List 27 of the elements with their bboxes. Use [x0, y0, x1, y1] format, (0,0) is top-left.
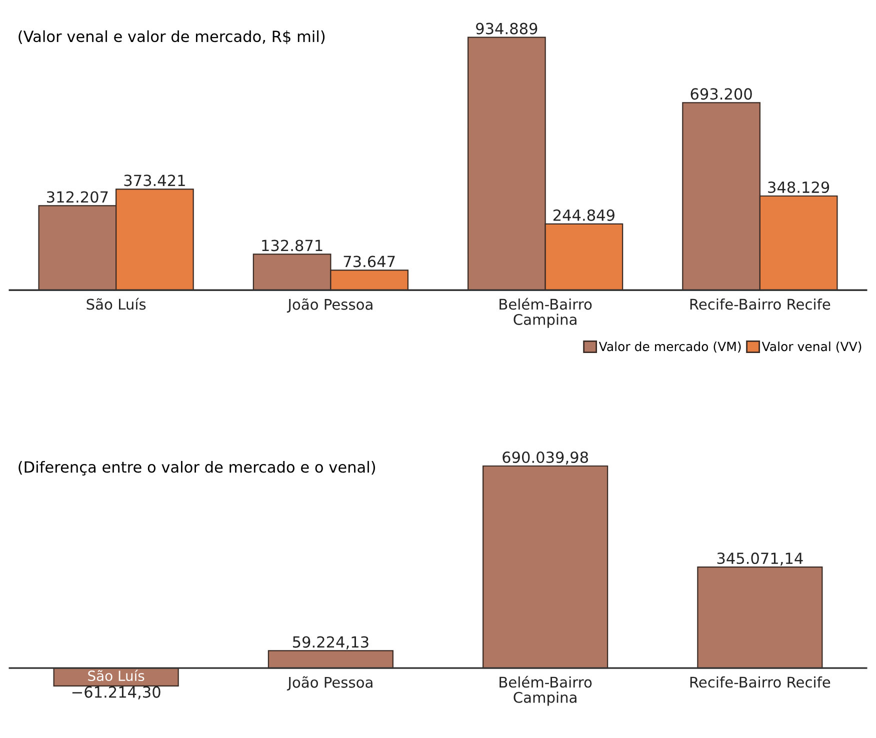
data-label: 345.071,14	[717, 552, 803, 566]
data-label: 73.647	[344, 256, 395, 268]
data-label: 132.871	[262, 240, 322, 252]
data-label: 373.421	[124, 174, 185, 186]
data-label: 59.224,13	[292, 636, 368, 650]
chart-subtitle: (Valor venal e valor de mercado, R$ mil)	[18, 30, 325, 44]
data-label: 934.889	[476, 22, 538, 34]
data-label: −61.214,30	[72, 686, 160, 700]
bar	[697, 566, 823, 669]
x-tick-label: São Luís	[88, 670, 144, 682]
x-tick-label: João Pessoa	[286, 676, 372, 691]
bar	[482, 465, 608, 669]
data-label: 348.129	[768, 181, 830, 194]
bar	[268, 650, 394, 669]
x-tick-label: Recife-Bairro Recife	[690, 676, 830, 688]
x-tick-label: Recife-Bairro Recife	[690, 298, 830, 310]
x-tick-label: Belém-Bairro Campina	[500, 298, 592, 328]
data-label: 690.039,98	[502, 451, 588, 465]
data-label: 312.207	[47, 191, 108, 203]
data-label: 693.200	[690, 88, 752, 100]
chart-subtitle: (Diferença entre o valor de mercado e o venal)	[18, 460, 376, 476]
x-tick-label: São Luís	[86, 298, 146, 310]
x-tick-label: João Pessoa	[286, 298, 372, 313]
legend-label: Valor venal (VV)	[762, 342, 862, 353]
x-tick-label: Belém-Bairro Campina	[500, 676, 592, 706]
legend-label: Valor de mercado (VM)	[598, 342, 741, 353]
data-label: 244.849	[553, 209, 614, 221]
